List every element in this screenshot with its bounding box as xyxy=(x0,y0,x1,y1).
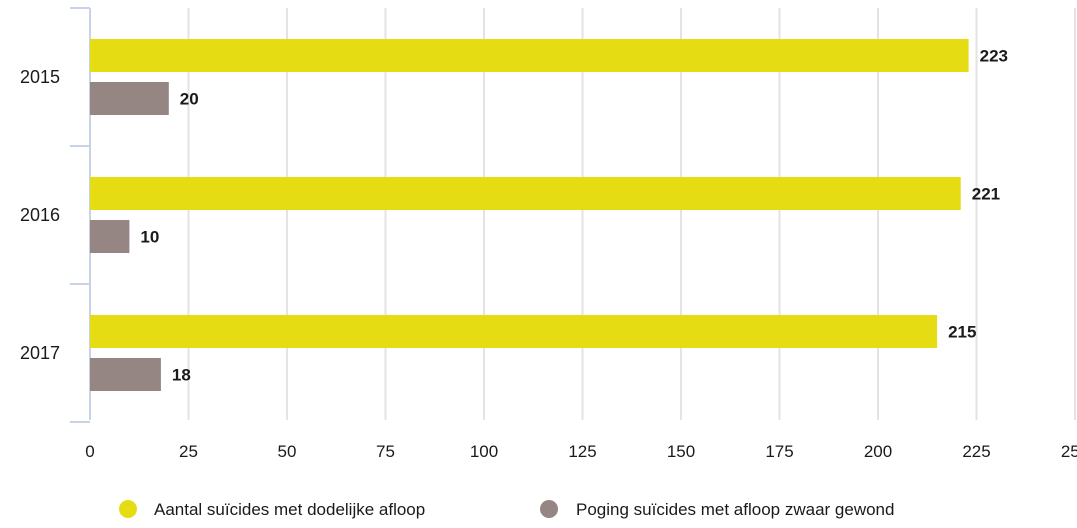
y-category-label-2017: 2017 xyxy=(20,343,60,363)
x-tick-label-25: 25 xyxy=(179,442,198,461)
bars xyxy=(90,39,969,391)
y-axis xyxy=(70,7,91,423)
x-tick-label-100: 100 xyxy=(470,442,498,461)
x-tick-label-75: 75 xyxy=(376,442,395,461)
x-tick-label-0: 0 xyxy=(85,442,94,461)
legend-swatch-1 xyxy=(119,500,137,518)
x-tick-label-125: 125 xyxy=(568,442,596,461)
x-tick-label-50: 50 xyxy=(278,442,297,461)
data-label: 215 xyxy=(948,323,976,342)
data-label: 223 xyxy=(980,47,1008,66)
y-category-label-2015: 2015 xyxy=(20,67,60,87)
legend-label-1: Aantal suïcides met dodelijke afloop xyxy=(154,500,425,519)
data-label: 18 xyxy=(172,366,191,385)
x-tick-label-250: 250 xyxy=(1061,442,1077,461)
axis-tick-labels: 0 25 50 75 100 125 150 175 200 225 250 2015 2016 2017 xyxy=(20,67,1077,461)
data-label: 20 xyxy=(180,90,199,109)
y-category-label-2016: 2016 xyxy=(20,205,60,225)
legend-swatch-2 xyxy=(540,500,558,518)
bar-dodelijk-2015 xyxy=(90,39,969,72)
gridlines xyxy=(187,8,1076,420)
x-tick-label-175: 175 xyxy=(765,442,793,461)
data-label: 221 xyxy=(972,185,1000,204)
data-labels: 223 221 215 20 10 18 xyxy=(140,47,1008,385)
bar-gewond-2017 xyxy=(90,358,161,391)
bar-dodelijk-2016 xyxy=(90,177,961,210)
x-tick-label-200: 200 xyxy=(864,442,892,461)
data-label: 10 xyxy=(140,228,159,247)
legend: Aantal suïcides met dodelijke afloop Pogi… xyxy=(119,500,894,519)
bar-gewond-2015 xyxy=(90,82,169,115)
x-tick-label-150: 150 xyxy=(667,442,695,461)
x-tick-label-225: 225 xyxy=(962,442,990,461)
bar-gewond-2016 xyxy=(90,220,130,253)
legend-label-2: Poging suïcides met afloop zwaar gewond xyxy=(576,500,894,519)
bar-dodelijk-2017 xyxy=(90,315,938,348)
